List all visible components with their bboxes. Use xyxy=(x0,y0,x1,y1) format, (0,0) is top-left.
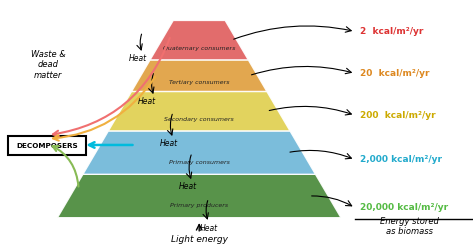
Text: 20  kcal/m²/yr: 20 kcal/m²/yr xyxy=(360,69,429,78)
Text: Heat: Heat xyxy=(138,97,156,106)
Text: Quaternary consumers: Quaternary consumers xyxy=(163,46,236,51)
Text: Secondary consumers: Secondary consumers xyxy=(164,117,234,122)
Text: Heat: Heat xyxy=(128,54,147,63)
Polygon shape xyxy=(83,131,316,174)
Text: 200  kcal/m²/yr: 200 kcal/m²/yr xyxy=(360,111,436,120)
Polygon shape xyxy=(109,92,290,131)
Text: Primary producers: Primary producers xyxy=(170,203,228,208)
Text: Tertiary consumers: Tertiary consumers xyxy=(169,80,229,85)
Text: 20,000 kcal/m²/yr: 20,000 kcal/m²/yr xyxy=(360,203,448,212)
Text: Energy stored
as biomass: Energy stored as biomass xyxy=(380,217,439,236)
Text: Heat: Heat xyxy=(159,139,178,148)
Text: DECOMPOSERS: DECOMPOSERS xyxy=(16,143,78,149)
Text: 2,000 kcal/m²/yr: 2,000 kcal/m²/yr xyxy=(360,155,442,164)
Text: Waste &
dead
matter: Waste & dead matter xyxy=(31,50,65,80)
Text: 2  kcal/m²/yr: 2 kcal/m²/yr xyxy=(360,27,423,36)
Polygon shape xyxy=(150,20,248,60)
Polygon shape xyxy=(131,60,267,92)
Text: Heat: Heat xyxy=(178,182,196,191)
Text: Light energy: Light energy xyxy=(171,235,228,245)
FancyBboxPatch shape xyxy=(8,136,86,155)
Text: Heat: Heat xyxy=(200,224,218,233)
Text: Primary consumers: Primary consumers xyxy=(169,160,229,165)
Polygon shape xyxy=(57,174,341,218)
